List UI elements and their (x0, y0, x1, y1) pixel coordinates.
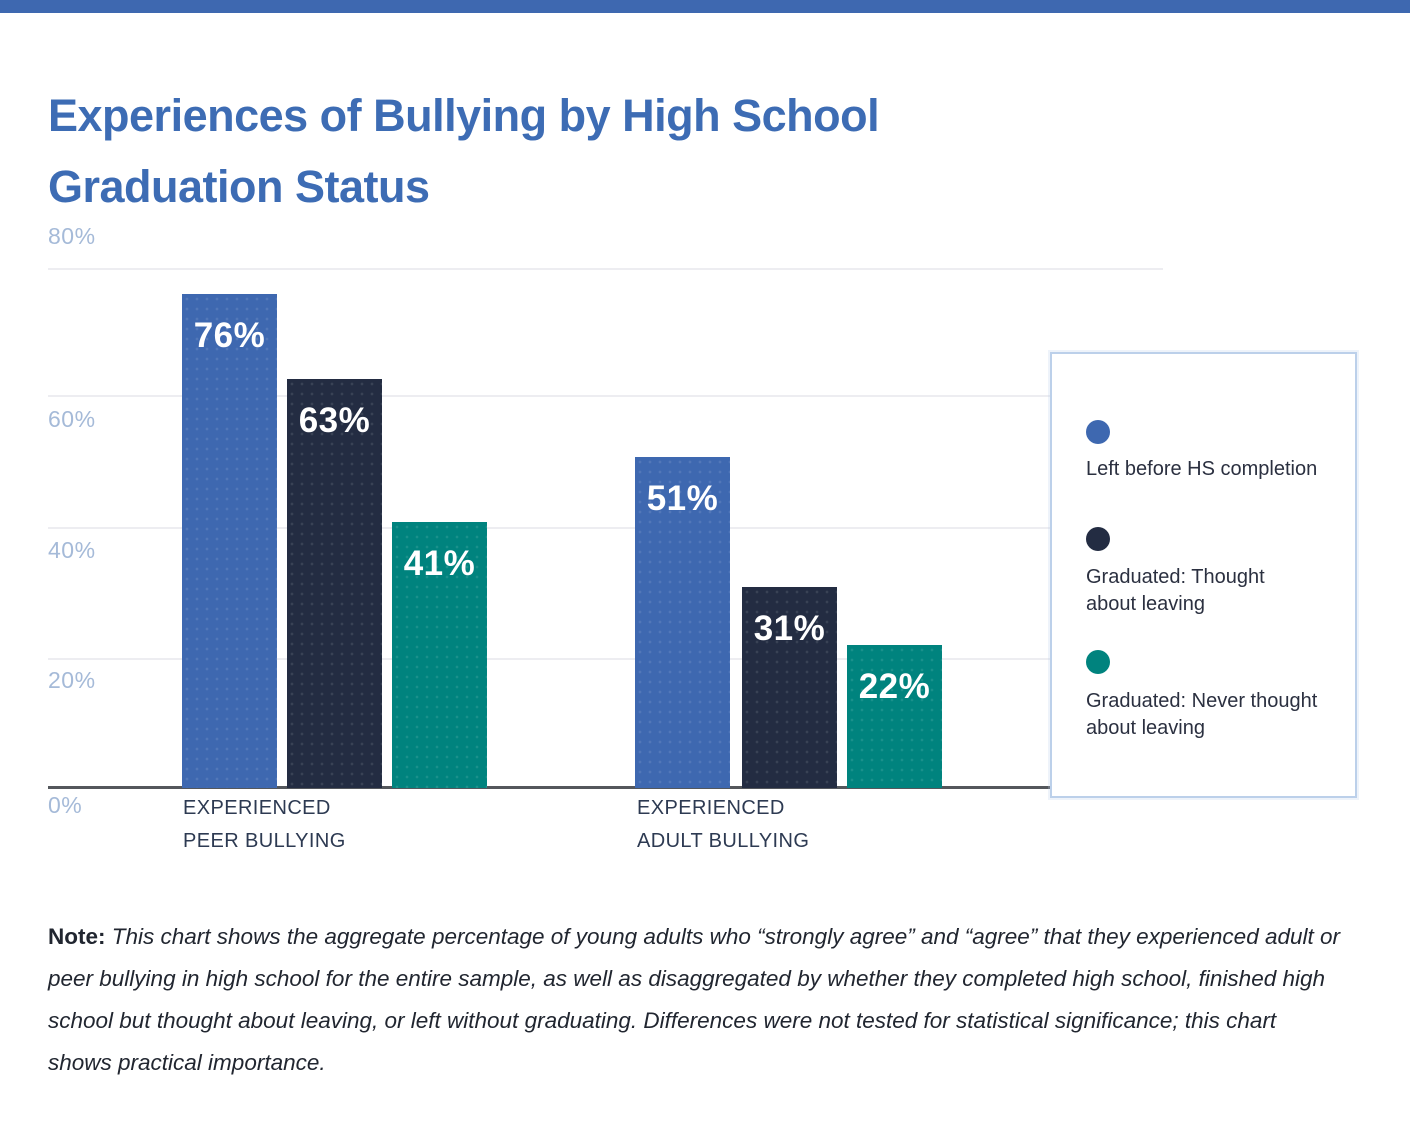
legend-label-line: Graduated: Thought (1086, 566, 1265, 588)
bar-grad-never-adult: 22% (847, 645, 942, 788)
legend-label-grad-thought: Graduated: Thought about leaving (1086, 564, 1341, 618)
bar-value-label: 22% (858, 667, 931, 706)
chart-note: Note: This chart shows the aggregate per… (48, 916, 1340, 1084)
legend-dot-grad-never (1086, 650, 1110, 674)
legend-box: Left before HS completion Graduated: Tho… (1050, 352, 1357, 798)
title-line-1: Experiences of Bullying by High School (48, 90, 880, 141)
legend-label-line: Left before HS completion (1086, 458, 1318, 480)
category-line: ADULT BULLYING (637, 830, 810, 852)
gridline-60 (48, 395, 1163, 397)
gridline-80 (48, 268, 1163, 270)
gridline-20 (48, 658, 1163, 660)
bar-grad-thought-peer: 63% (287, 378, 382, 788)
legend-label-left-before-hs: Left before HS completion (1086, 456, 1341, 483)
category-label-peer-bullying: EXPERIENCED PEER BULLYING (183, 792, 346, 858)
bar-value-label: 63% (298, 400, 371, 440)
ytick-80: 80% (48, 223, 96, 249)
plot-area: 76% 63% 41% 51% 31% 22% (0, 268, 1410, 788)
bar-value-label: 76% (193, 316, 266, 355)
legend-label-grad-never: Graduated: Never thought about leaving (1086, 688, 1341, 742)
category-line: PEER BULLYING (183, 830, 346, 852)
top-accent-bar (0, 0, 1410, 13)
ytick-0: 0% (48, 792, 83, 818)
x-axis-line (48, 786, 1108, 789)
legend-label-line: about leaving (1086, 593, 1205, 615)
bar-left-before-hs-adult: 51% (635, 456, 730, 788)
category-line: EXPERIENCED (183, 797, 331, 819)
note-body: This chart shows the aggregate percentag… (48, 924, 1341, 1075)
bar-grad-thought-adult: 31% (742, 586, 837, 788)
category-line: EXPERIENCED (637, 797, 785, 819)
ytick-40: 40% (48, 537, 96, 563)
bar-grad-never-peer: 41% (392, 521, 487, 788)
note-label: Note: (48, 924, 106, 949)
legend-label-line: Graduated: Never thought (1086, 690, 1318, 712)
legend-dot-left-before-hs (1086, 420, 1110, 444)
title-line-2: Graduation Status (48, 161, 430, 212)
bar-value-label: 51% (646, 478, 719, 518)
legend-label-line: about leaving (1086, 717, 1205, 739)
ytick-60: 60% (48, 406, 96, 432)
legend-dot-grad-thought (1086, 527, 1110, 551)
gridline-40 (48, 527, 1163, 529)
page-title: Experiences of Bullying by High School G… (48, 80, 1148, 222)
category-label-adult-bullying: EXPERIENCED ADULT BULLYING (637, 792, 809, 858)
bar-value-label: 41% (403, 543, 476, 583)
bar-left-before-hs-peer: 76% (182, 294, 277, 788)
bar-value-label: 31% (753, 608, 826, 648)
ytick-20: 20% (48, 667, 96, 693)
